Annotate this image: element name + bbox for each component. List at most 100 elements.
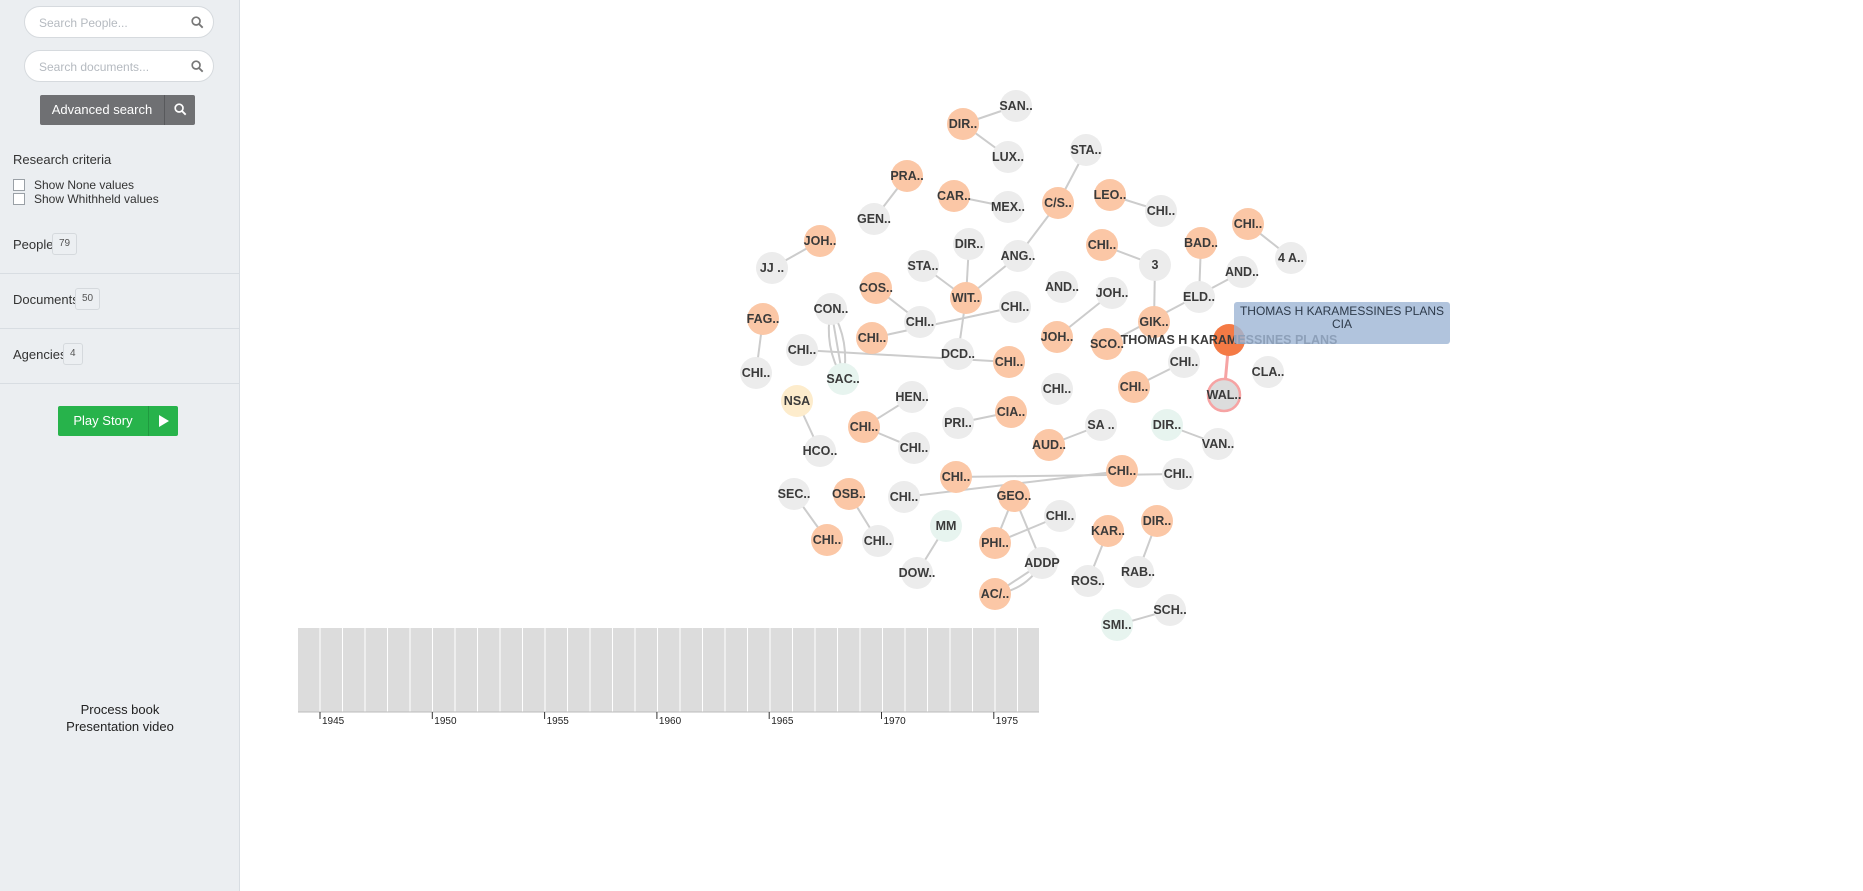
node-circle[interactable] — [1139, 249, 1171, 281]
graph-node[interactable]: JOH.. — [1096, 277, 1129, 309]
section-agencies[interactable]: Agencies 4 — [0, 329, 240, 384]
node-circle[interactable] — [1226, 256, 1258, 288]
graph-node[interactable]: CHI.. — [862, 525, 894, 557]
search-documents-box[interactable] — [24, 50, 214, 82]
node-circle[interactable] — [998, 480, 1030, 512]
graph-node[interactable]: ELD.. — [1183, 281, 1215, 313]
graph-node[interactable]: VAN.. — [1202, 428, 1234, 460]
graph-node[interactable]: CHI.. — [999, 291, 1031, 323]
graph-node[interactable]: SAC.. — [826, 363, 860, 395]
node-circle[interactable] — [860, 272, 892, 304]
graph-node[interactable]: GIK.. — [1138, 306, 1170, 338]
node-circle[interactable] — [1091, 328, 1123, 360]
node-circle[interactable] — [1252, 356, 1284, 388]
graph-node[interactable]: 3 — [1139, 249, 1171, 281]
graph-node[interactable]: CHI.. — [811, 524, 843, 556]
graph-node[interactable]: CHI.. — [740, 357, 772, 389]
graph-node[interactable]: SAN.. — [999, 90, 1033, 122]
node-circle[interactable] — [833, 478, 865, 510]
graph-node[interactable]: SEC.. — [778, 478, 811, 510]
graph-node[interactable]: CHI.. — [993, 346, 1025, 378]
process-book-link[interactable]: Process book — [80, 702, 160, 717]
graph-node[interactable]: DOW.. — [899, 557, 936, 589]
graph-node[interactable]: HCO.. — [803, 435, 838, 467]
graph-node[interactable]: DIR.. — [947, 108, 979, 140]
graph-node[interactable]: AND.. — [1225, 256, 1259, 288]
graph-node[interactable]: WIT.. — [950, 282, 982, 314]
graph-node[interactable]: PRA.. — [890, 160, 924, 192]
graph-node[interactable]: CHI.. — [1041, 373, 1073, 405]
graph-node[interactable]: DIR.. — [1151, 409, 1183, 441]
node-circle[interactable] — [756, 252, 788, 284]
node-circle[interactable] — [747, 303, 779, 335]
node-circle[interactable] — [848, 411, 880, 443]
node-circle[interactable] — [1041, 373, 1073, 405]
graph-node[interactable]: RAB.. — [1121, 556, 1155, 588]
advanced-search-button[interactable]: Advanced search — [40, 95, 195, 125]
section-documents[interactable]: Documents 50 — [0, 274, 240, 329]
graph-node[interactable]: ADDP — [1024, 547, 1060, 579]
search-icon[interactable] — [191, 16, 204, 29]
node-circle[interactable] — [901, 557, 933, 589]
node-circle[interactable] — [953, 228, 985, 260]
node-circle[interactable] — [1096, 277, 1128, 309]
play-story-button[interactable]: Play Story — [58, 406, 178, 436]
node-circle[interactable] — [1106, 455, 1138, 487]
graph-node[interactable]: 4 A.. — [1275, 242, 1307, 274]
graph-node[interactable]: CHI.. — [1145, 195, 1177, 227]
presentation-video-link[interactable]: Presentation video — [66, 719, 174, 734]
node-circle[interactable] — [740, 357, 772, 389]
graph-node[interactable]: NSA — [781, 385, 813, 417]
node-circle[interactable] — [1094, 179, 1126, 211]
graph-node[interactable]: STA.. — [907, 250, 939, 282]
graph-node[interactable]: CHI.. — [1106, 455, 1138, 487]
graph-node[interactable]: DIR.. — [1141, 505, 1173, 537]
node-circle[interactable] — [898, 432, 930, 464]
node-circle[interactable] — [979, 527, 1011, 559]
graph-node[interactable]: JOH.. — [804, 225, 837, 257]
timeline-background[interactable] — [298, 628, 1039, 712]
graph-node[interactable]: CHI.. — [848, 411, 880, 443]
graph-node[interactable]: AND.. — [1045, 271, 1079, 303]
graph-node[interactable]: CLA.. — [1252, 356, 1285, 388]
graph-node[interactable]: DCD.. — [941, 338, 975, 370]
show-none-checkbox[interactable] — [13, 179, 25, 191]
graph-node[interactable]: CHI.. — [1232, 208, 1264, 240]
node-circle[interactable] — [1092, 515, 1124, 547]
node-circle[interactable] — [858, 203, 890, 235]
node-circle[interactable] — [1041, 321, 1073, 353]
node-circle[interactable] — [781, 385, 813, 417]
node-circle[interactable] — [804, 225, 836, 257]
search-icon[interactable] — [191, 60, 204, 73]
graph-node[interactable]: AC/.. — [979, 578, 1011, 610]
node-circle[interactable] — [1162, 458, 1194, 490]
graph-node[interactable]: LEO.. — [1094, 179, 1127, 211]
graph-node[interactable]: JOH.. — [1041, 321, 1074, 353]
node-circle[interactable] — [1033, 429, 1065, 461]
node-circle[interactable] — [888, 481, 920, 513]
show-none-label[interactable]: Show None values — [34, 178, 135, 192]
graph-node[interactable]: SCH.. — [1153, 594, 1187, 626]
graph-node[interactable]: STA.. — [1070, 134, 1102, 166]
graph-node[interactable]: DIR.. — [953, 228, 985, 260]
node-circle[interactable] — [1206, 377, 1242, 413]
graph-node[interactable]: CAR.. — [937, 180, 971, 212]
graph-node[interactable]: COS.. — [859, 272, 893, 304]
graph-node[interactable]: CHI.. — [888, 481, 920, 513]
graph-node[interactable]: CHI.. — [1086, 229, 1118, 261]
graph-node[interactable]: BAD.. — [1184, 227, 1218, 259]
node-circle[interactable] — [992, 141, 1024, 173]
node-circle[interactable] — [947, 108, 979, 140]
graph-node[interactable]: CHI.. — [1168, 346, 1200, 378]
node-circle[interactable] — [778, 478, 810, 510]
graph-node[interactable]: MEX.. — [991, 191, 1025, 223]
node-circle[interactable] — [1118, 371, 1150, 403]
node-circle[interactable] — [930, 510, 962, 542]
graph-node[interactable]: SMI.. — [1101, 609, 1133, 641]
graph-node[interactable]: SA .. — [1085, 409, 1117, 441]
graph-node[interactable]: GEO.. — [997, 480, 1032, 512]
graph-node[interactable]: C/S.. — [1042, 187, 1074, 219]
node-circle[interactable] — [1154, 594, 1186, 626]
node-circle[interactable] — [1138, 306, 1170, 338]
graph-node[interactable]: ANG.. — [1001, 240, 1036, 272]
